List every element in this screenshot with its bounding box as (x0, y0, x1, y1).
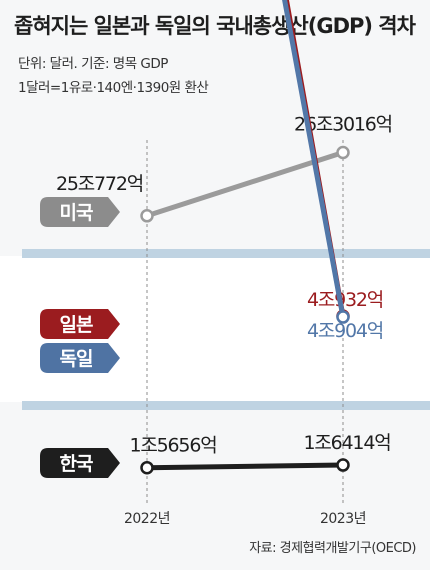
x-tick-label: 2023년 (320, 511, 366, 527)
series-tag-한국 (40, 448, 120, 478)
series-tag-독일 (40, 343, 120, 373)
exchange-rate-note: 1달러=1유로·140엔·1390원 환산 (18, 80, 209, 96)
series-tag-label-미국: 미국 (60, 202, 93, 224)
series-tag-label-일본: 일본 (60, 314, 93, 336)
series-tag-label-독일: 독일 (60, 348, 93, 370)
data-point-한국-1 (140, 460, 154, 475)
value-label-미국-2: 26조3016억 (294, 114, 392, 136)
unit-note: 단위: 달러. 기준: 명목 GDP (18, 56, 168, 72)
axis-break-band (22, 401, 430, 410)
value-label-독일-2: 4조904억 (307, 320, 383, 342)
data-point-미국-1 (140, 209, 154, 223)
value-label-미국-1: 25조772억 (56, 173, 143, 195)
value-label-한국-1: 1조5656억 (129, 435, 216, 457)
data-point-한국-2 (336, 458, 350, 472)
x-tick-label: 2022년 (124, 511, 170, 527)
data-point-미국-2 (336, 145, 350, 160)
series-line-독일 (282, 0, 346, 320)
data-point-독일-2 (336, 310, 350, 324)
series-tag-미국 (40, 197, 120, 227)
axis-break-band (22, 249, 430, 258)
chart-title: 좁혀지는 일본과 독일의 국내총생산(GDP) 격차 (14, 14, 416, 38)
value-label-일본-2: 4조932억 (307, 289, 383, 311)
series-line-한국 (144, 462, 346, 471)
series-line-미국 (144, 150, 346, 219)
value-label-한국-2: 1조6414억 (303, 432, 390, 454)
series-tag-일본 (40, 309, 120, 339)
series-tag-label-한국: 한국 (60, 453, 93, 475)
source-note: 자료: 경제협력개발기구(OECD) (249, 541, 416, 556)
